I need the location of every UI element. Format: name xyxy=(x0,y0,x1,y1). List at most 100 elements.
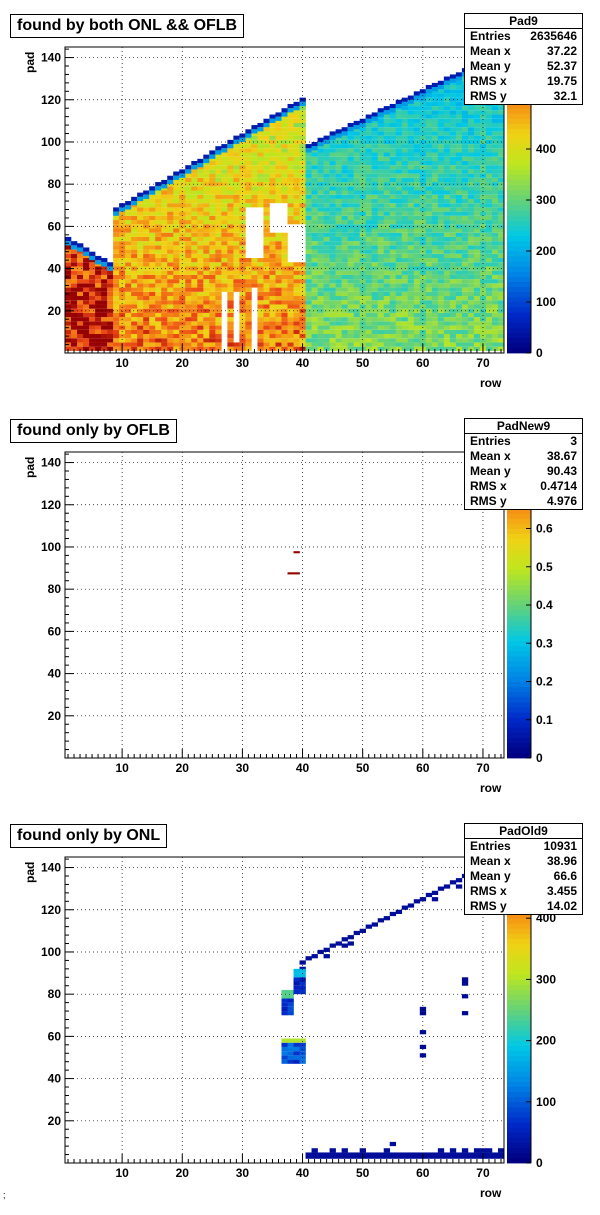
heatmap-cell xyxy=(281,160,288,166)
heatmap-cell xyxy=(293,1059,300,1064)
heatmap-cell xyxy=(239,182,246,187)
heatmap-cell xyxy=(443,304,451,309)
heatmap-cell xyxy=(281,156,288,161)
heatmap-cell xyxy=(461,106,469,111)
heatmap-cell xyxy=(395,165,403,170)
heatmap-cell xyxy=(401,173,409,178)
heatmap-cell xyxy=(353,165,360,170)
heatmap-cell xyxy=(335,308,342,313)
heatmap-cell xyxy=(383,321,391,326)
heatmap-cell xyxy=(371,131,379,136)
heatmap-cell xyxy=(377,321,385,326)
heatmap-cell xyxy=(443,93,451,98)
heatmap-cell xyxy=(455,139,463,145)
heatmap-cell xyxy=(335,203,342,208)
heatmap-cell xyxy=(407,329,415,335)
heatmap-cell xyxy=(215,211,222,216)
heatmap-cell xyxy=(281,989,288,995)
heatmap-cell xyxy=(149,262,156,267)
heatmap-cell xyxy=(467,312,475,318)
heatmap-cell xyxy=(383,1148,391,1153)
heatmap-cell xyxy=(227,211,234,216)
heatmap-cell xyxy=(173,241,180,246)
heatmap-cell xyxy=(221,169,228,174)
heatmap-cell xyxy=(359,207,366,212)
heatmap-cell xyxy=(137,266,144,271)
heatmap-cell xyxy=(227,186,234,191)
heatmap-cell xyxy=(155,207,162,212)
heatmap-cell xyxy=(323,304,330,309)
heatmap-cell xyxy=(431,1152,439,1159)
heatmap-cell xyxy=(245,156,252,161)
heatmap-cell xyxy=(455,220,463,225)
heatmap-cell xyxy=(203,198,210,204)
heatmap-cell xyxy=(425,131,433,136)
heatmap-cell xyxy=(203,329,210,335)
heatmap-cell xyxy=(407,338,415,343)
heatmap-cell xyxy=(293,981,300,986)
heatmap-cell xyxy=(443,148,451,153)
heatmap-cell xyxy=(143,287,150,292)
heatmap-cell xyxy=(425,253,433,259)
heatmap-cell xyxy=(245,270,252,275)
heatmap-cell xyxy=(107,329,114,335)
heatmap-cell xyxy=(119,215,126,221)
heatmap-cell xyxy=(335,287,342,292)
heatmap-cell xyxy=(479,182,487,187)
heatmap-cell xyxy=(407,346,415,351)
z-tick-label: 0.6 xyxy=(536,522,553,536)
heatmap-cell xyxy=(227,317,234,322)
heatmap-cell xyxy=(185,207,192,212)
heatmap-cell xyxy=(197,304,204,309)
heatmap-cell xyxy=(359,228,366,233)
heatmap-cell xyxy=(203,262,210,267)
heatmap-cell xyxy=(215,296,222,301)
heatmap-cell xyxy=(323,253,330,259)
heatmap-cell xyxy=(281,291,288,297)
heatmap-cell xyxy=(251,125,258,130)
heatmap-cell xyxy=(443,291,451,297)
heatmap-cell xyxy=(389,177,397,183)
heatmap-cell xyxy=(329,215,336,221)
heatmap-cell xyxy=(383,279,391,284)
heatmap-cell xyxy=(389,215,397,221)
heatmap-cell xyxy=(395,194,403,199)
heatmap-cell xyxy=(365,346,372,351)
heatmap-cell xyxy=(269,262,276,267)
heatmap-cell xyxy=(275,274,282,280)
heatmap-cell xyxy=(317,137,324,142)
heatmap-cell xyxy=(155,262,162,267)
heatmap-cell xyxy=(467,224,475,229)
heatmap-cell xyxy=(137,215,144,221)
heatmap-cell xyxy=(179,207,186,212)
heatmap-cell xyxy=(143,211,150,216)
heatmap-cell xyxy=(431,93,439,98)
heatmap-cell xyxy=(431,262,439,267)
heatmap-cell xyxy=(389,270,397,275)
heatmap-cell xyxy=(413,228,421,233)
heatmap-cell xyxy=(455,291,463,297)
heatmap-cell xyxy=(311,173,318,178)
heatmap-cell xyxy=(233,253,240,259)
heatmap-cell xyxy=(257,165,264,170)
heatmap-cell xyxy=(287,998,294,1003)
heatmap-cell xyxy=(437,312,445,318)
heatmap-cell xyxy=(341,215,348,221)
heatmap-cell xyxy=(149,321,156,326)
heatmap-cell xyxy=(191,338,198,343)
heatmap-cell xyxy=(155,300,162,305)
heatmap-cell xyxy=(263,283,270,288)
heatmap-cell xyxy=(269,232,276,237)
heatmap-cell xyxy=(233,182,240,187)
heatmap-cell xyxy=(401,101,409,107)
heatmap-cell xyxy=(293,312,300,318)
heatmap-cell xyxy=(395,203,403,208)
heatmap-cell xyxy=(437,215,445,221)
heatmap-cell xyxy=(227,296,234,301)
heatmap-cell xyxy=(443,329,451,335)
heatmap-cell xyxy=(143,253,150,259)
heatmap-cell xyxy=(401,106,409,111)
heatmap-cell xyxy=(221,203,228,208)
heatmap-cell xyxy=(311,156,318,161)
heatmap-cell xyxy=(395,169,403,174)
